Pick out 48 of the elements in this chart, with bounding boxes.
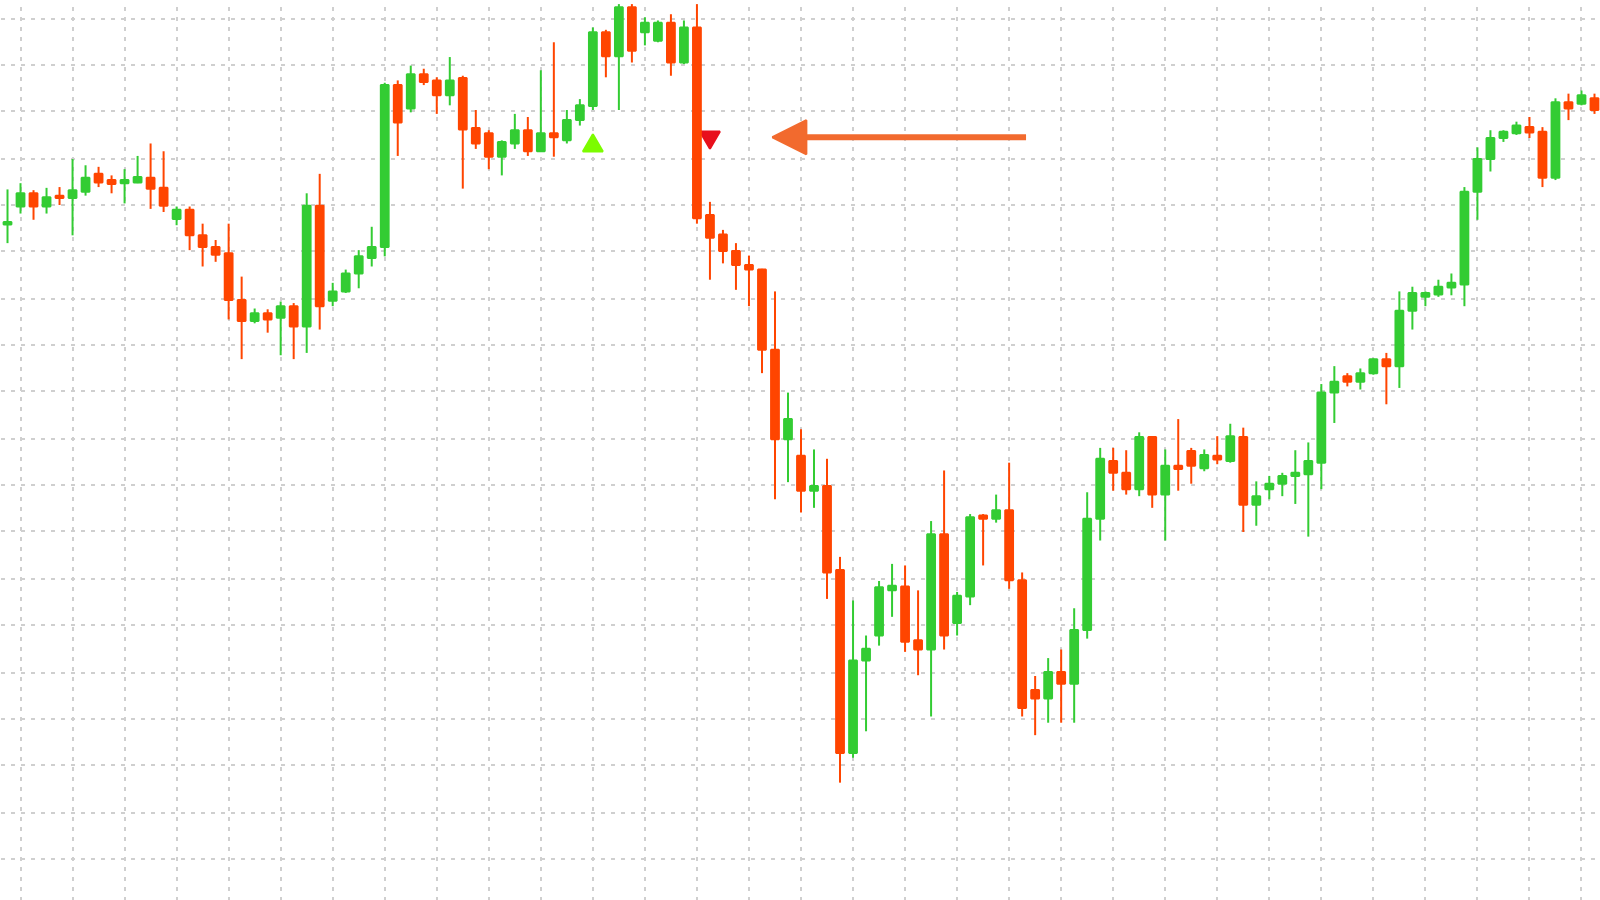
- candlestick: [548, 41, 559, 158]
- candlestick: [783, 391, 793, 484]
- candlestick: [405, 64, 416, 114]
- candlestick: [1251, 480, 1262, 527]
- candlestick: [1537, 126, 1548, 189]
- candlestick: [666, 13, 676, 77]
- candlestick: [1225, 422, 1236, 464]
- candlestick: [145, 142, 156, 210]
- candlestick: [522, 116, 533, 157]
- candlestick: [288, 302, 299, 361]
- candlestick: [1589, 92, 1600, 115]
- candlestick: [809, 448, 819, 509]
- candlestick: [535, 69, 546, 153]
- candlestick: [796, 428, 806, 514]
- candlestick: [80, 164, 91, 197]
- candlestick: [132, 154, 143, 185]
- candlestick: [119, 168, 130, 205]
- candlestick: [626, 3, 637, 64]
- candlestick: [1199, 448, 1210, 473]
- candlestick: [1056, 648, 1067, 724]
- candlestick: [1524, 116, 1535, 140]
- candlestick: [67, 158, 78, 237]
- candlestick: [41, 186, 52, 215]
- candlestick: [275, 300, 286, 357]
- candlestick: [93, 165, 104, 189]
- candlestick: [1446, 272, 1457, 297]
- candlestick: [262, 308, 273, 334]
- candlestick: [28, 189, 39, 221]
- candlestick: [978, 513, 989, 567]
- candlestick: [1563, 92, 1574, 122]
- candlestick: [1212, 435, 1223, 466]
- candlestick: [2, 188, 13, 245]
- candlestick: [1121, 449, 1132, 496]
- candlestick: [1108, 446, 1119, 492]
- candlestick: [991, 493, 1002, 524]
- candlestick: [1485, 129, 1496, 173]
- candlestick: [184, 205, 195, 252]
- candlestick: [1160, 448, 1171, 542]
- candlestick: [15, 182, 26, 215]
- candlestick: [171, 205, 182, 227]
- candlestick: [158, 150, 169, 213]
- candlestick: [1043, 657, 1054, 724]
- candlestick: [679, 19, 689, 66]
- candlestick: [1472, 146, 1483, 221]
- candlestick: [392, 79, 403, 157]
- candlestick: [600, 28, 611, 79]
- candlestick: [444, 56, 455, 107]
- candlestick: [1381, 351, 1392, 406]
